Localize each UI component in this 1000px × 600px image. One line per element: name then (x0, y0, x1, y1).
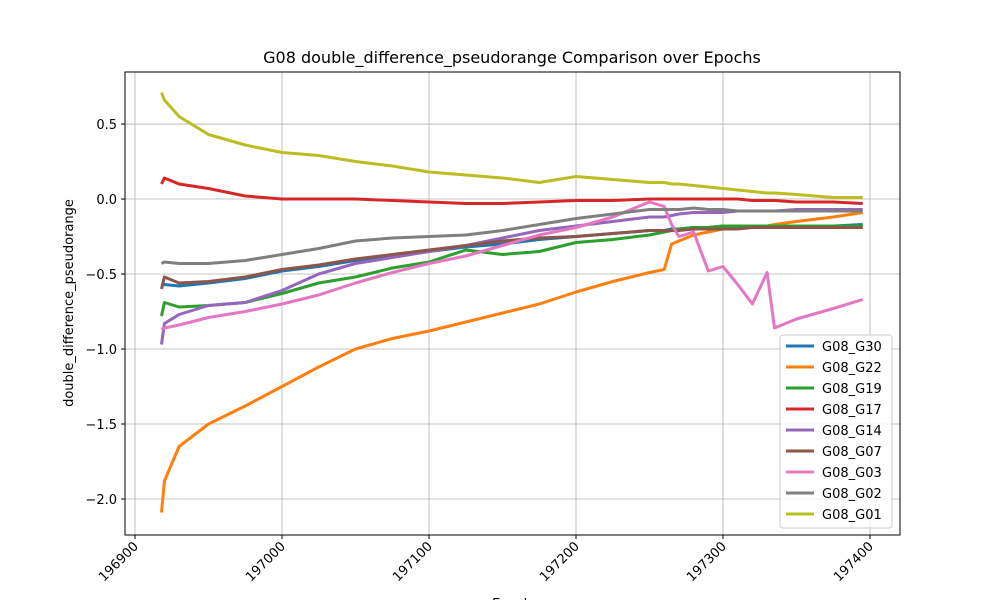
x-tick-label: 197200 (537, 539, 583, 585)
legend-label: G08_G07 (822, 445, 882, 460)
legend-label: G08_G02 (822, 487, 882, 502)
series-line (160, 91, 863, 199)
legend-box (779, 334, 893, 529)
series-line (160, 176, 863, 205)
legend-label: G08_G17 (822, 403, 882, 418)
y-axis-label: double_difference_pseudorange (62, 199, 77, 407)
x-tick-label: 197000 (243, 539, 289, 585)
series-line (160, 226, 863, 290)
series-line (160, 200, 864, 331)
legend-label: G08_G19 (822, 382, 882, 397)
y-tick-label: −0.5 (85, 268, 117, 283)
series-line (160, 223, 863, 288)
x-tick-label: 197400 (831, 539, 877, 585)
legend-label: G08_G03 (822, 466, 882, 481)
x-tick-label: 197100 (390, 539, 436, 585)
x-tick-label: 196900 (96, 539, 142, 585)
x-axis-label: Epoch (492, 597, 532, 600)
y-tick-label: −1.5 (85, 418, 117, 433)
y-tick-label: −2.0 (85, 493, 117, 508)
y-tick-label: −1.0 (85, 343, 117, 358)
legend-label: G08_G14 (822, 424, 882, 439)
y-tick-label: 0.5 (96, 118, 117, 133)
plot-frame (124, 71, 901, 536)
legend-label: G08_G30 (822, 340, 882, 355)
legend-label: G08_G01 (822, 508, 882, 523)
legend-label: G08_G22 (822, 361, 882, 376)
x-tick-label: 197300 (684, 539, 730, 585)
legend: G08_G30 G08_G22 G08_G19 G08_G17 G08_G14 G08_G… (779, 334, 893, 529)
chart-title: G08 double_difference_pseudorange Compar… (263, 48, 761, 68)
y-tick-label: 0.0 (96, 193, 117, 208)
series-line (160, 206, 863, 265)
